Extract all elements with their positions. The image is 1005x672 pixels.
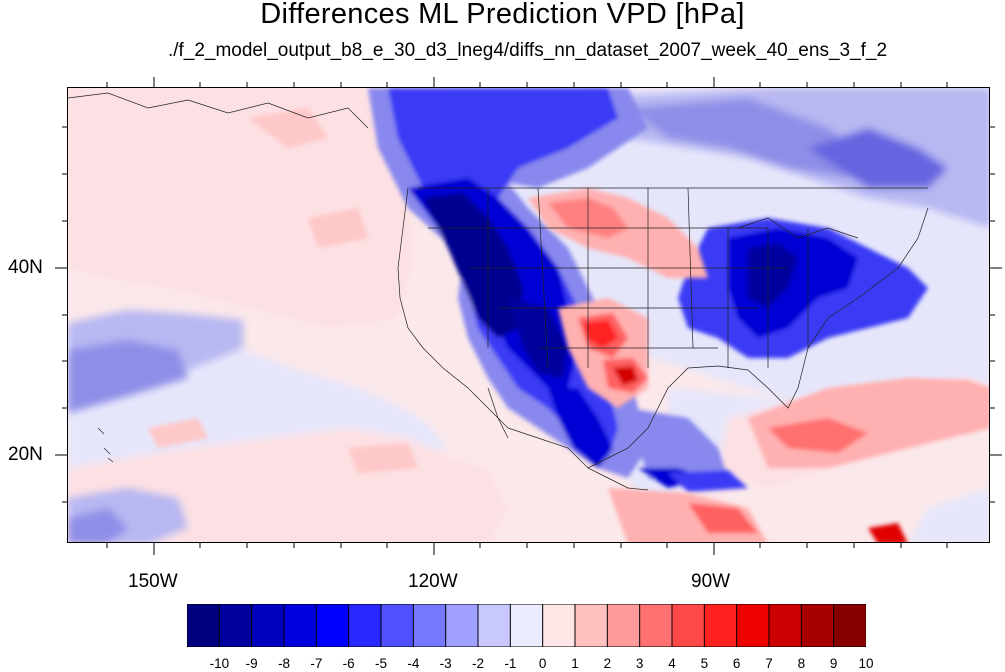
lon-label-90w: 90W [691,571,731,592]
colorbar-swatch [283,604,318,647]
colorbar-swatch [412,604,447,647]
colorbar-tick-label: 8 [797,656,806,671]
colorbar-swatch [348,604,382,647]
colorbar-swatch [800,604,835,647]
lat-label-40n: 40N [8,257,43,278]
colorbar-tick-label: -7 [310,656,323,671]
colorbar-swatch [606,604,641,647]
colorbar-tick-label: -3 [439,656,452,671]
colorbar-swatch [251,604,285,647]
colorbar-tick-label: 2 [603,656,612,671]
colorbar-tick-label: -6 [342,656,355,671]
colorbar-swatch [380,604,415,647]
colorbar-tick-label: 10 [858,656,874,671]
colorbar-tick-label: -1 [504,656,517,671]
colorbar-swatch [833,604,866,647]
colorbar-swatch [671,604,706,647]
colorbar-tick-label: 7 [765,656,773,671]
lat-label-20n: 20N [8,444,43,465]
lon-label-120w: 120W [408,571,458,592]
colorbar-swatch [315,604,350,647]
colorbar-tick-label: 1 [571,656,579,671]
colorbar-swatch [218,604,253,647]
colorbar-swatch [574,604,609,647]
colorbar-swatch [187,604,221,647]
colorbar-tick-label: 6 [732,656,741,671]
colorbar-tick-label: 9 [829,656,838,671]
map-plot-area [67,87,990,543]
colorbar-swatch [542,604,576,647]
colorbar-tick-label: 0 [538,656,547,671]
colorbar-swatch [703,604,738,647]
colorbar-tick-label: -2 [471,656,485,671]
colorbar-swatch [509,604,544,647]
colorbar-tick-label: -10 [209,656,230,671]
colorbar-tick-label: -5 [374,656,388,671]
map-title: Differences ML Prediction VPD [hPa] [260,0,745,30]
colorbar-swatch [445,604,479,647]
vpd-difference-field [68,88,989,542]
colorbar-tick-label: -9 [245,656,258,671]
colorbar-tick-label: 5 [700,656,709,671]
colorbar-swatch [736,604,770,647]
colorbar-tick-label: -4 [407,656,420,671]
lon-label-150w: 150W [128,571,178,592]
colorbar-swatch [477,604,512,647]
colorbar [187,604,866,647]
map-subtitle: ./f_2_model_output_b8_e_30_d3_lneg4/diff… [167,40,888,61]
colorbar-swatch [768,604,803,647]
colorbar-tick-label: 3 [635,656,644,671]
colorbar-tick-label: 4 [668,656,676,671]
colorbar-tick-label: -8 [277,656,291,671]
colorbar-swatch [639,604,673,647]
